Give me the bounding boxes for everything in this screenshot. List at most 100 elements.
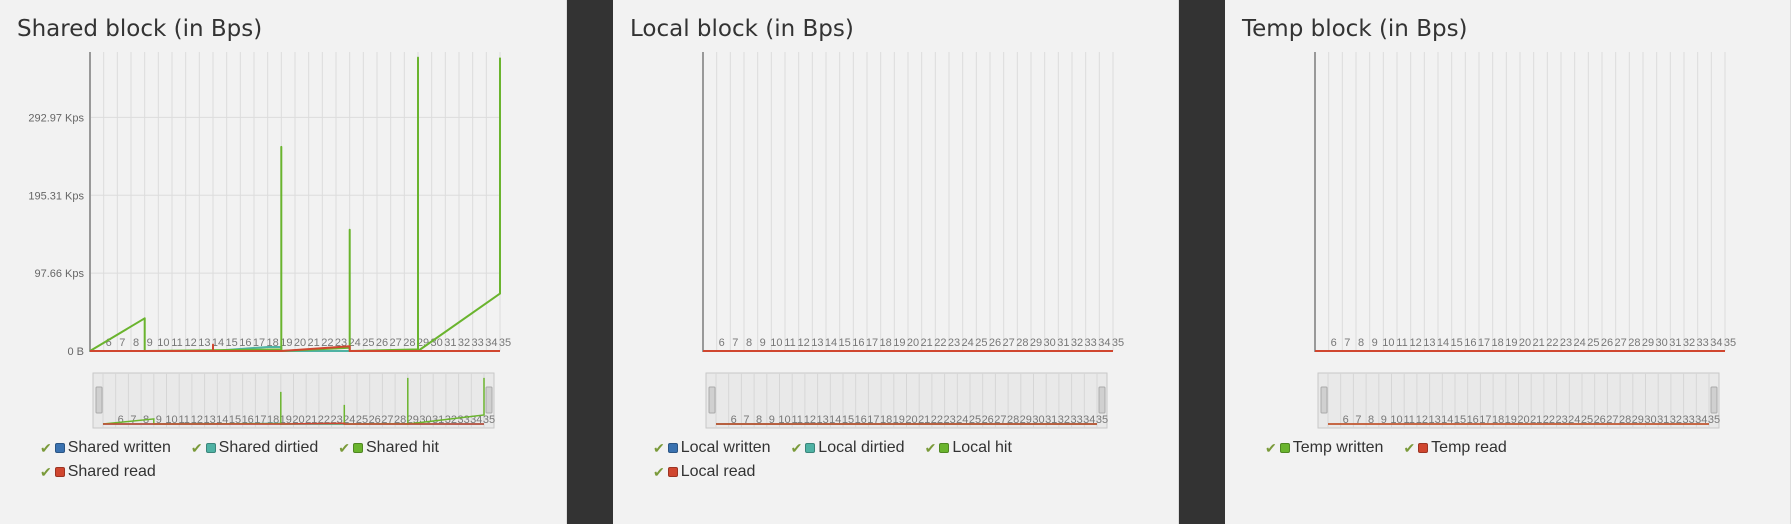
- navigator-tick-label: 22: [1543, 414, 1555, 426]
- navigator-tick-label: 33: [1682, 414, 1694, 426]
- navigator-tick-label: 28: [1619, 414, 1631, 426]
- x-tick-label: 26: [1601, 337, 1613, 349]
- x-tick-label: 14: [212, 337, 224, 349]
- navigator-tick-label: 31: [1657, 414, 1669, 426]
- legend-item[interactable]: ✔ Shared written: [40, 438, 171, 458]
- x-tick-label: 33: [1697, 337, 1709, 349]
- legend-item[interactable]: ✔ Local read: [653, 462, 755, 482]
- x-tick-label: 20: [907, 337, 919, 349]
- x-tick-label: 22: [934, 337, 946, 349]
- navigator-handle[interactable]: [708, 386, 716, 414]
- x-tick-label: 29: [1642, 337, 1654, 349]
- legend-swatch: [667, 443, 678, 453]
- navigator-tick-label: 9: [1381, 414, 1387, 426]
- checkmark-icon: ✔: [40, 439, 52, 456]
- navigator-handle[interactable]: [1320, 386, 1328, 414]
- legend-item[interactable]: ✔ Local hit: [925, 438, 1012, 458]
- navigator-tick-label: 6: [118, 414, 124, 426]
- legend-item[interactable]: ✔ Local written: [653, 438, 771, 458]
- navigator-tick-label: 20: [1517, 414, 1529, 426]
- x-tick-label: 7: [119, 337, 125, 349]
- navigator-tick-label: 30: [1032, 414, 1044, 426]
- x-tick-label: 13: [198, 337, 210, 349]
- x-tick-label: 26: [989, 337, 1001, 349]
- legend-item[interactable]: ✔ Temp read: [1403, 438, 1506, 458]
- x-tick-label: 33: [1085, 337, 1097, 349]
- navigator-tick-label: 14: [216, 414, 228, 426]
- navigator-tick-label: 7: [1355, 414, 1361, 426]
- navigator-tick-label: 8: [1368, 414, 1374, 426]
- y-tick-label: 97.66 Kps: [34, 268, 84, 280]
- x-tick-label: 10: [157, 337, 169, 349]
- legend-item[interactable]: ✔ Shared dirtied: [191, 438, 318, 458]
- navigator-tick-label: 15: [842, 414, 854, 426]
- navigator-handle[interactable]: [1098, 386, 1106, 414]
- legend-swatch: [54, 443, 65, 453]
- legend-item[interactable]: ✔ Shared hit: [338, 438, 439, 458]
- legend-swatch: [1418, 443, 1429, 453]
- x-tick-label: 17: [253, 337, 265, 349]
- x-tick-label: 11: [171, 337, 182, 349]
- legend-label: Shared hit: [366, 439, 439, 456]
- navigator-handle[interactable]: [95, 386, 103, 414]
- legend-item[interactable]: ✔ Temp written: [1265, 438, 1383, 458]
- legend-swatch: [667, 467, 678, 477]
- navigator-tick-label: 9: [156, 414, 162, 426]
- legend-label: Local read: [680, 463, 756, 480]
- legend-swatch: [205, 443, 216, 453]
- shared-block-panel: Shared block (in Bps) 0 B 97.66 Kps 195.31…: [0, 0, 567, 524]
- navigator-tick-label: 11: [178, 414, 189, 426]
- navigator-handle[interactable]: [485, 386, 493, 414]
- legend-item[interactable]: ✔ Shared read: [40, 462, 156, 482]
- x-tick-label: 27: [390, 337, 402, 349]
- chart-legend: ✔ Temp written ✔ Temp read: [1265, 438, 1765, 458]
- navigator-tick-label: 9: [769, 414, 775, 426]
- navigator-tick-label: 7: [743, 414, 749, 426]
- navigator-tick-label: 35: [1708, 414, 1720, 426]
- navigator-tick-label: 8: [756, 414, 762, 426]
- x-tick-label: 13: [1423, 337, 1435, 349]
- legend-label: Shared dirtied: [218, 439, 319, 456]
- navigator-tick-label: 23: [1555, 414, 1567, 426]
- navigator-tick-label: 12: [191, 414, 203, 426]
- legend-label: Local hit: [952, 439, 1012, 456]
- temp-block-chart[interactable]: 6 7 8 9 10 11 12 13 14 15 16 17 18 19 20 21 22 23 24 25 26 27…: [1225, 0, 1791, 430]
- x-tick-label: 26: [376, 337, 388, 349]
- x-tick-label: 19: [893, 337, 905, 349]
- x-tick-label: 10: [1382, 337, 1394, 349]
- x-tick-label: 24: [962, 337, 974, 349]
- x-tick-label: 9: [760, 337, 766, 349]
- x-tick-label: 23: [948, 337, 960, 349]
- navigator-tick-label: 27: [994, 414, 1006, 426]
- x-tick-label: 30: [1656, 337, 1668, 349]
- navigator-tick-label: 34: [1695, 414, 1707, 426]
- x-tick-label: 20: [294, 337, 306, 349]
- chart-legend: ✔ Shared written ✔ Shared dirtied ✔ Shared hi…: [40, 438, 540, 482]
- navigator-tick-label: 23: [943, 414, 955, 426]
- local-block-chart[interactable]: 6 7 8 9 10 11 12 13 14 15 16 17 18 19 20 21 22 23 24 25 26 27…: [613, 0, 1179, 430]
- legend-label: Shared read: [67, 463, 156, 480]
- navigator-tick-label: 11: [791, 414, 802, 426]
- temp-block-panel: Temp block (in Bps) 6 7 8 9 10 11 12 13 14 15 16 17…: [1225, 0, 1791, 524]
- navigator-tick-label: 15: [229, 414, 241, 426]
- x-tick-label: 15: [839, 337, 851, 349]
- x-tick-label: 23: [1560, 337, 1572, 349]
- x-tick-label: 14: [825, 337, 837, 349]
- checkmark-icon: ✔: [790, 439, 803, 456]
- navigator-tick-label: 20: [905, 414, 917, 426]
- navigator-handle[interactable]: [1710, 386, 1718, 414]
- x-tick-label: 11: [1396, 337, 1407, 349]
- legend-item[interactable]: ✔ Local dirtied: [791, 438, 905, 458]
- x-tick-label: 25: [362, 337, 374, 349]
- navigator-tick-label: 29: [1632, 414, 1644, 426]
- x-tick-label: 28: [1016, 337, 1028, 349]
- legend-label: Temp read: [1431, 439, 1507, 456]
- navigator-series-line: [103, 422, 484, 425]
- navigator-tick-label: 27: [381, 414, 393, 426]
- x-tick-label: 33: [472, 337, 484, 349]
- local-block-panel: Local block (in Bps) 6 7 8 9 10 11 12 13 14 15 16 1…: [613, 0, 1179, 524]
- navigator-tick-label: 6: [731, 414, 737, 426]
- checkmark-icon: ✔: [924, 439, 937, 456]
- x-tick-label: 21: [921, 337, 933, 349]
